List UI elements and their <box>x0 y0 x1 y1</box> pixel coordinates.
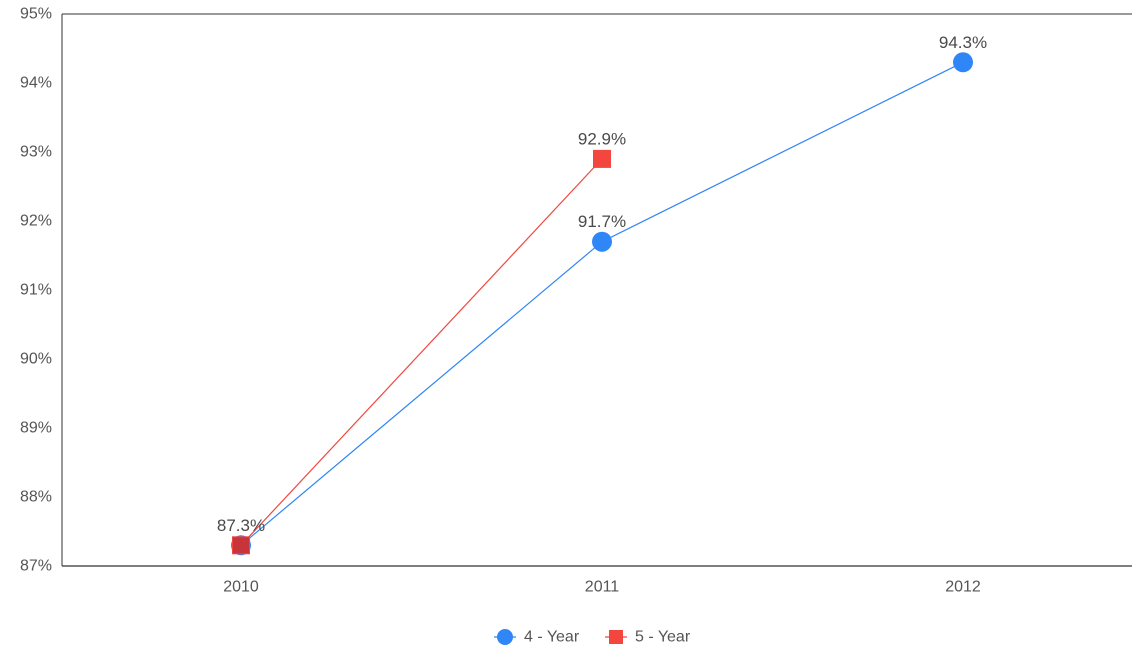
data-label: 92.9% <box>578 129 626 148</box>
x-tick-label: 2010 <box>223 579 259 596</box>
legend-square-icon <box>609 630 623 644</box>
data-label: 87.3% <box>217 516 265 535</box>
x-tick-label: 2012 <box>945 579 981 596</box>
point-marker-4-year <box>953 52 973 73</box>
legend-item-4-year: 4 - Year <box>494 629 580 646</box>
y-tick-label: 92% <box>20 213 52 230</box>
data-label: 94.3% <box>939 33 987 52</box>
x-tick-label: 2011 <box>585 579 620 596</box>
data-label: 91.7% <box>578 212 626 231</box>
series-line-5-year <box>240 158 603 546</box>
y-tick-label: 89% <box>20 420 52 437</box>
data-labels: 87.3% 91.7% 94.3% 92.9% <box>217 33 987 535</box>
axes: 87% 88% 89% 90% 91% 92% 93% 94% 95% 2010 2011 2012 <box>20 6 1132 596</box>
legend-circle-icon <box>497 629 513 645</box>
legend: 4 - Year 5 - Year <box>494 629 691 646</box>
y-tick-label: 88% <box>20 489 52 506</box>
legend-item-5-year: 5 - Year <box>605 629 691 646</box>
y-tick-label: 95% <box>20 6 52 23</box>
legend-label: 5 - Year <box>635 629 691 646</box>
y-tick-label: 91% <box>20 282 52 299</box>
y-tick-label: 90% <box>20 351 52 368</box>
point-marker-overlap <box>233 537 249 554</box>
y-tick-label: 87% <box>20 558 52 575</box>
y-tick-label: 94% <box>20 75 52 92</box>
y-tick-label: 93% <box>20 144 52 161</box>
legend-label: 4 - Year <box>524 629 580 646</box>
series-markers <box>231 52 973 556</box>
point-marker-4-year <box>592 231 612 252</box>
point-marker-5-year <box>593 149 611 168</box>
